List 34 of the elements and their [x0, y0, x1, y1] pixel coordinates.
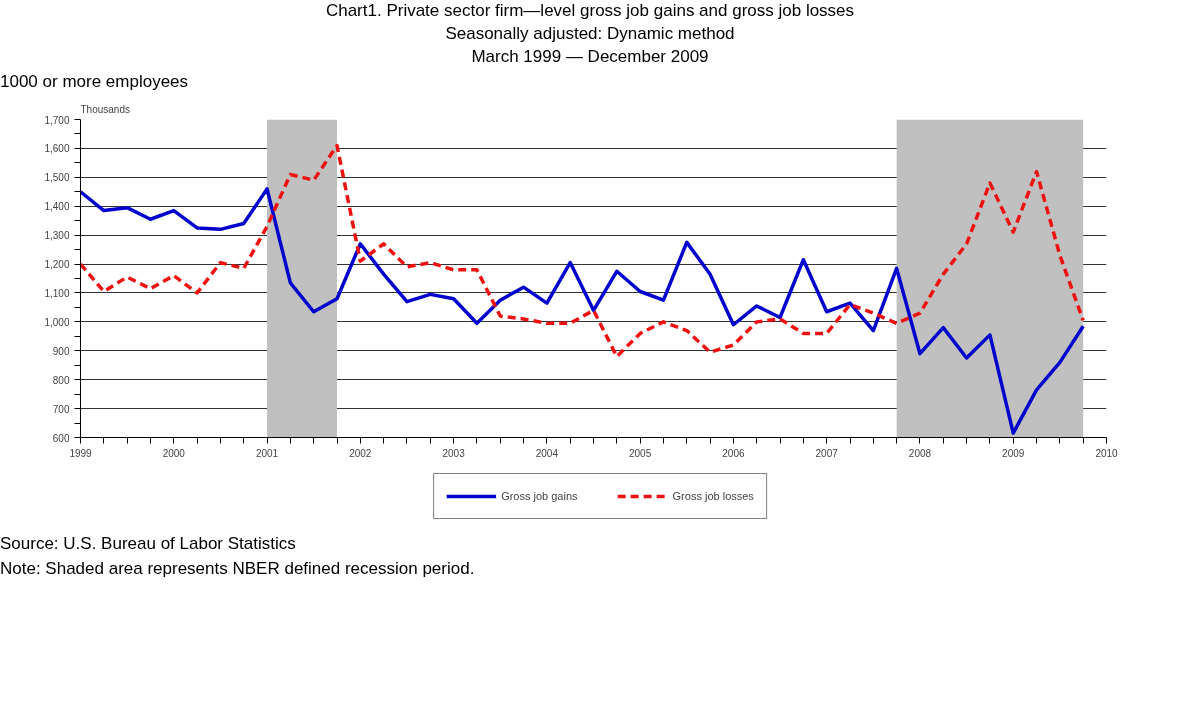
- y-tick-label: 700: [52, 403, 70, 415]
- x-tick-label: 2008: [908, 447, 932, 459]
- x-tick-label: 2009: [1002, 447, 1025, 459]
- x-tick-label: 1999: [69, 447, 93, 459]
- line-series: [80, 186, 1085, 435]
- source-note: Source: U.S. Bureau of Labor Statistics: [0, 532, 296, 555]
- legend-label: Gross job gains: [501, 489, 578, 502]
- y-tick-label: 1,300: [44, 229, 70, 241]
- x-tick-label: 2007: [815, 447, 839, 459]
- chart-title: Chart1. Private sector firm—level gross job gains and gross job losses: [325, 1, 855, 20]
- y-tick-label: 900: [52, 345, 70, 357]
- x-tick-label: 2006: [722, 447, 745, 459]
- legend-label: Gross job losses: [672, 489, 754, 502]
- x-tick-label: 2000: [162, 447, 186, 459]
- y-tick-label: 600: [52, 432, 70, 444]
- x-tick-label: 2001: [255, 447, 279, 459]
- y-tick-label: 1,100: [44, 287, 70, 299]
- x-tick-label: 2005: [629, 447, 652, 459]
- x-tick-label: 2002: [349, 447, 372, 459]
- chart-subtitle: Seasonally adjusted: Dynamic method March 1999 — December 2009: [445, 23, 735, 66]
- y-tick-label: 800: [52, 374, 70, 386]
- y-tick-label: 1,400: [44, 200, 70, 212]
- x-tick-label: 2003: [442, 447, 466, 459]
- y-axis-title: Thousands: [80, 103, 130, 115]
- y-tick-label: 1,600: [44, 143, 70, 155]
- y-tick-label: 1,500: [44, 172, 70, 184]
- line-series: [80, 143, 1085, 359]
- text: 1000 or more employees: [0, 70, 189, 93]
- text: Note: Shaded area represents NBER defined recession period.: [0, 557, 475, 580]
- x-tick-label: 2004: [535, 447, 559, 459]
- y-tick-label: 1,000: [44, 316, 70, 328]
- y-tick-label: 1,700: [44, 114, 70, 126]
- y-tick-label: 1,200: [44, 258, 70, 270]
- x-tick-label: 2010: [1095, 447, 1119, 459]
